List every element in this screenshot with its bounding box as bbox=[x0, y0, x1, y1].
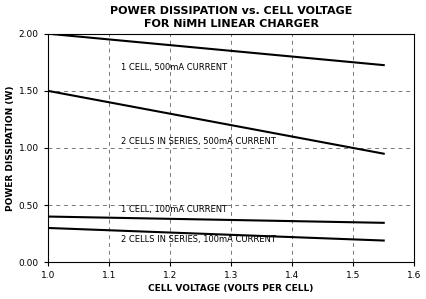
Text: 1 CELL, 500mA CURRENT: 1 CELL, 500mA CURRENT bbox=[121, 63, 227, 72]
X-axis label: CELL VOLTAGE (VOLTS PER CELL): CELL VOLTAGE (VOLTS PER CELL) bbox=[148, 284, 313, 293]
Text: 2 CELLS IN SERIES, 100mA CURRENT: 2 CELLS IN SERIES, 100mA CURRENT bbox=[121, 235, 275, 244]
Title: POWER DISSIPATION vs. CELL VOLTAGE
FOR NiMH LINEAR CHARGER: POWER DISSIPATION vs. CELL VOLTAGE FOR N… bbox=[109, 6, 351, 29]
Text: 2 CELLS IN SERIES, 500mA CURRENT: 2 CELLS IN SERIES, 500mA CURRENT bbox=[121, 137, 275, 146]
Y-axis label: POWER DISSIPATION (W): POWER DISSIPATION (W) bbox=[6, 85, 14, 211]
Text: 1 CELL, 100mA CURRENT: 1 CELL, 100mA CURRENT bbox=[121, 205, 227, 214]
